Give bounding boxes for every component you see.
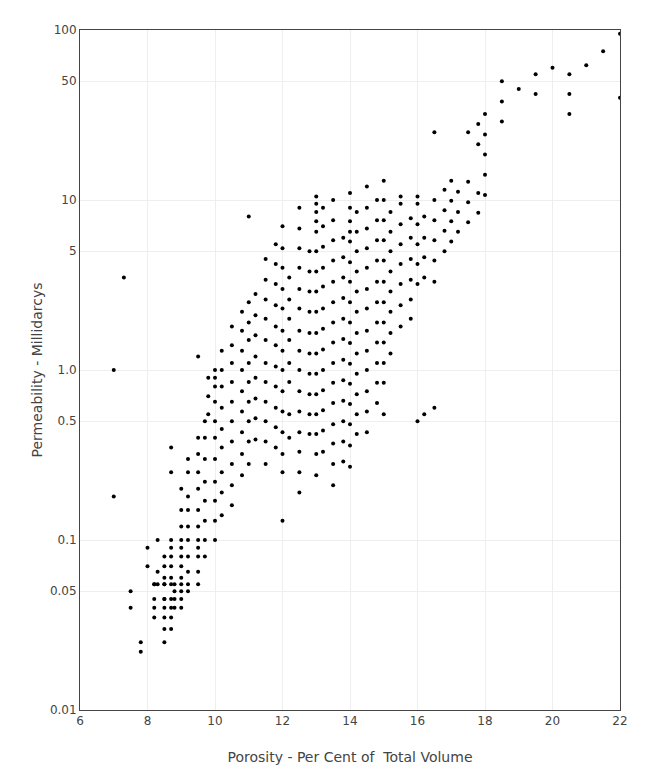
svg-text:Permeability - Millidarcys: Permeability - Millidarcys — [29, 282, 45, 457]
svg-text:Porosity - Per Cent of Total: Porosity - Per Cent of Total Volume — [227, 749, 472, 765]
svg-text:0.05: 0.05 — [50, 584, 77, 598]
svg-text:0.01: 0.01 — [50, 703, 77, 717]
svg-text:18: 18 — [477, 714, 492, 728]
svg-text:20: 20 — [545, 714, 560, 728]
svg-text:50: 50 — [61, 74, 76, 88]
svg-text:10: 10 — [207, 714, 222, 728]
svg-text:6: 6 — [76, 714, 84, 728]
svg-text:10: 10 — [61, 193, 76, 207]
svg-text:8: 8 — [144, 714, 152, 728]
svg-text:5: 5 — [69, 244, 77, 258]
svg-text:100: 100 — [54, 23, 77, 37]
svg-text:1.0: 1.0 — [58, 363, 77, 377]
svg-text:22: 22 — [612, 714, 627, 728]
svg-text:12: 12 — [275, 714, 290, 728]
svg-text:16: 16 — [410, 714, 425, 728]
svg-text:0.1: 0.1 — [58, 533, 77, 547]
svg-text:14: 14 — [342, 714, 357, 728]
svg-text:0.5: 0.5 — [58, 414, 77, 428]
